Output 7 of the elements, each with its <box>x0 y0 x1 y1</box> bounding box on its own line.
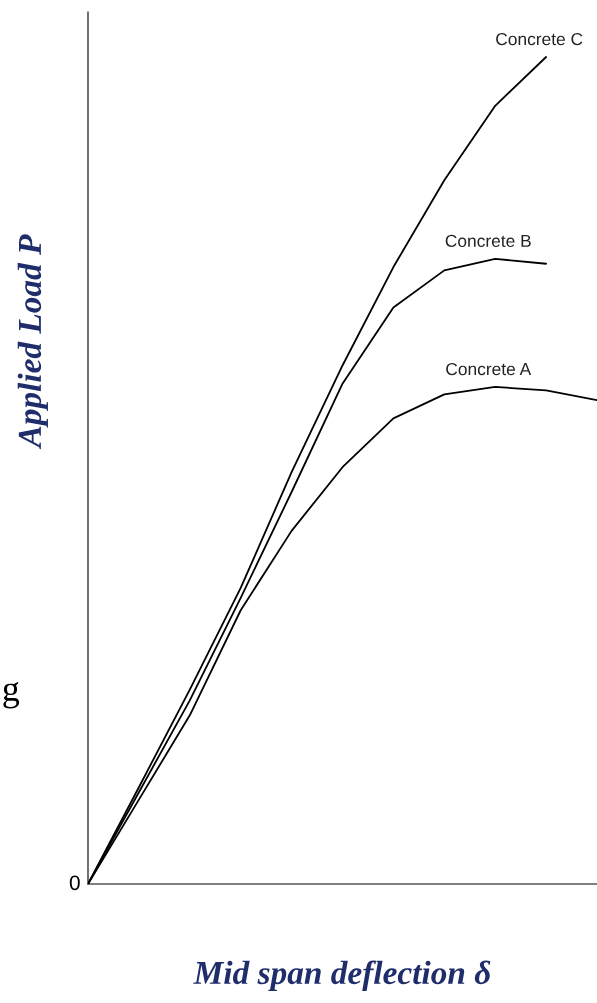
text: 0 <box>69 875 80 891</box>
series-label: Concrete B <box>445 234 531 248</box>
series-label: Concrete C <box>496 32 583 46</box>
series-label: Concrete A <box>446 362 532 376</box>
text: g <box>3 682 20 709</box>
x-axis-title: Mid span deflection δ <box>193 960 491 991</box>
y-axis-title: Applied Load P <box>17 234 48 450</box>
